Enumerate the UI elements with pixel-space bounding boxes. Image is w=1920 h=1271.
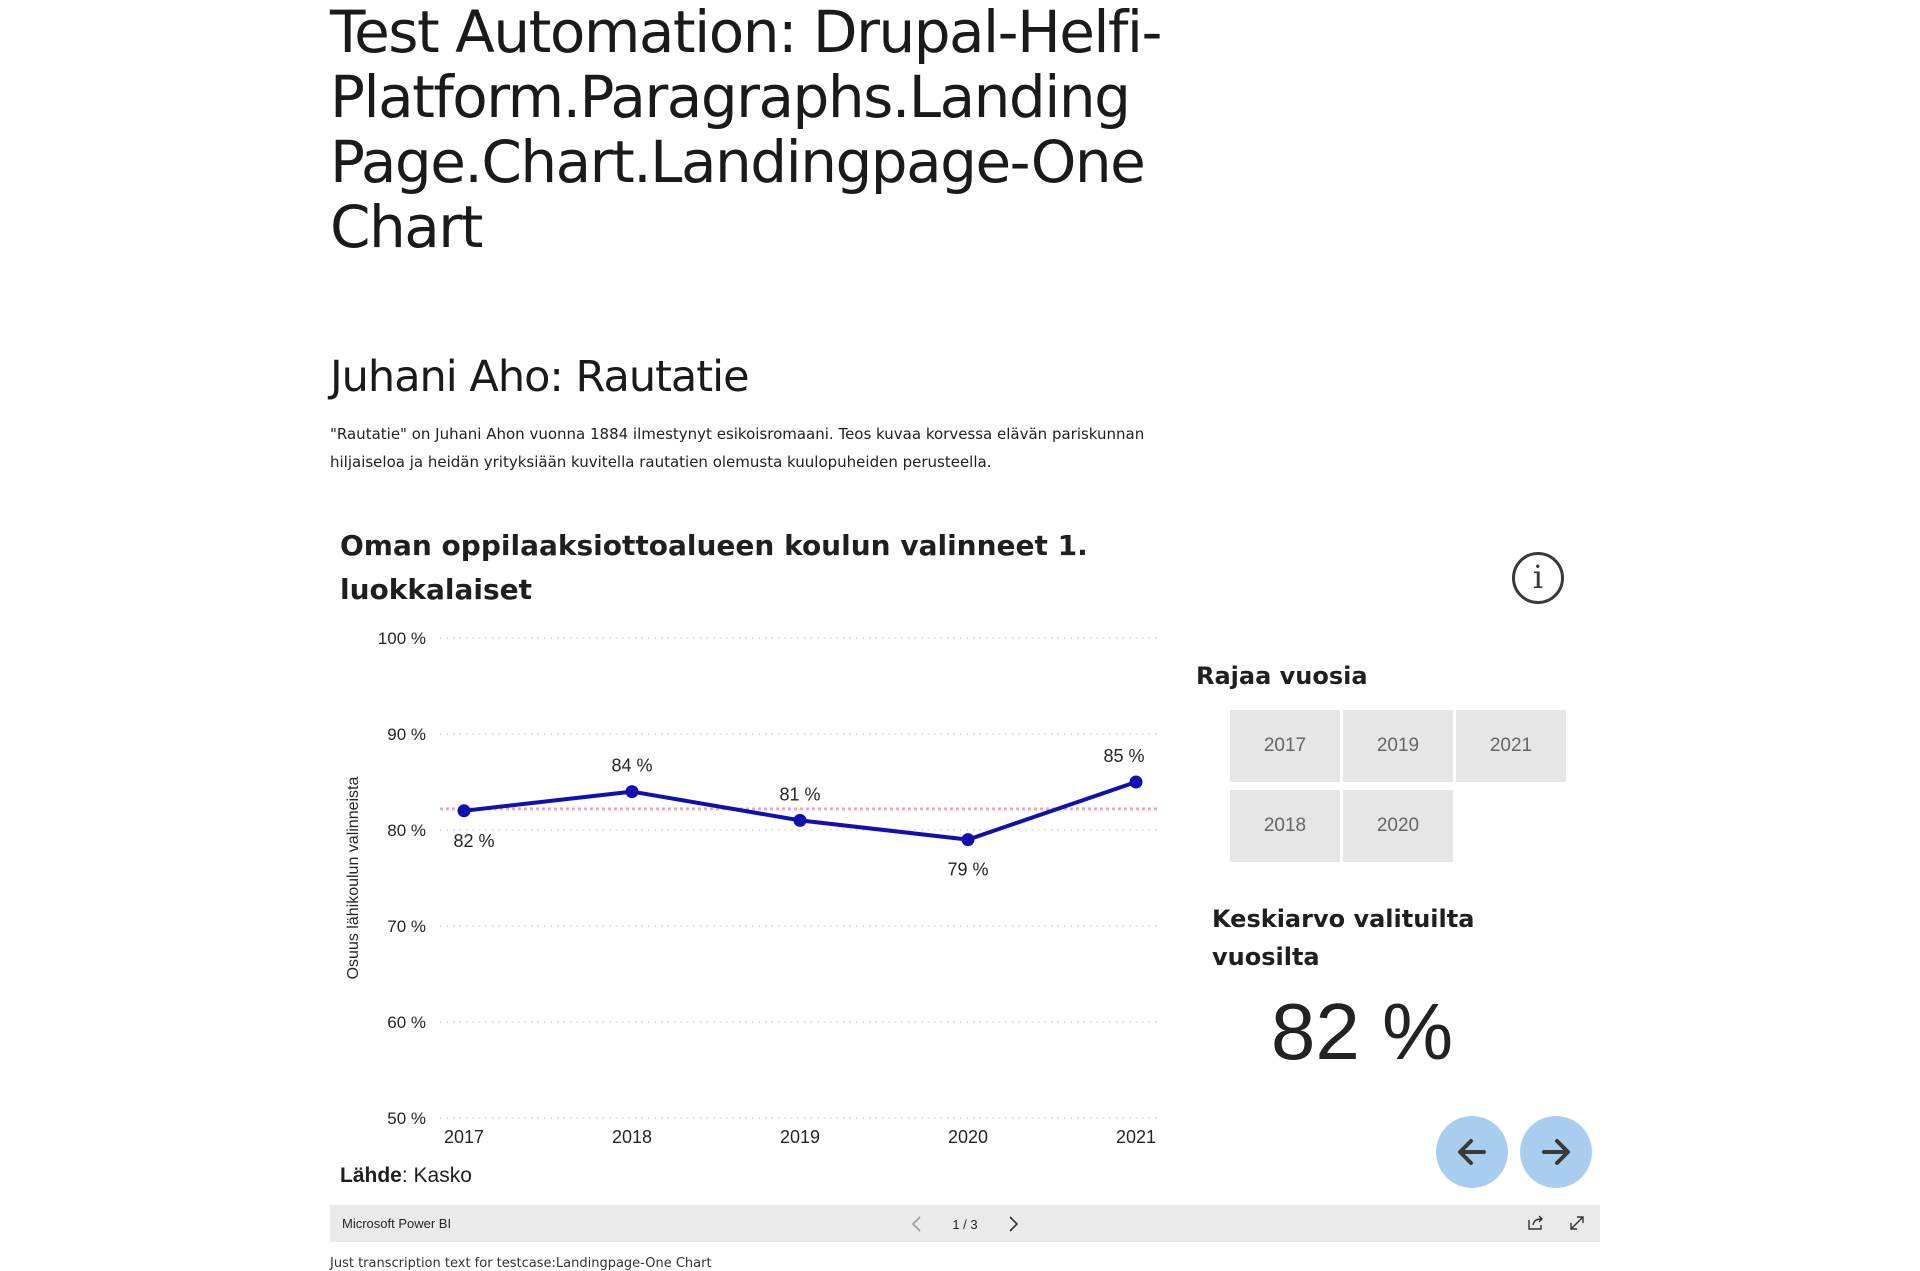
y-tick-label: 60 %: [387, 1013, 426, 1032]
arrow-right-icon: [1542, 1139, 1570, 1165]
y-tick-label: 70 %: [387, 917, 426, 936]
report-title: Oman oppilaaksiottoalueen koulun valinne…: [340, 529, 1088, 606]
line-chart: 100 % 90 % 80 % 70 % 60 % 50 % Osuus lähikoulu…: [345, 629, 1160, 1147]
average-value: 82 %: [1270, 987, 1454, 1076]
y-tick-label: 100 %: [378, 629, 426, 648]
chevron-right-icon[interactable]: [1006, 1215, 1020, 1233]
fullscreen-icon[interactable]: [1568, 1214, 1586, 1232]
average-title: Keskiarvo valituilta vuosilta: [1212, 905, 1475, 971]
data-point: [793, 813, 807, 827]
data-label: 85 %: [1103, 746, 1144, 766]
powerbi-brand[interactable]: Microsoft Power BI: [342, 1216, 452, 1231]
chevron-left-icon[interactable]: [910, 1215, 924, 1233]
year-filter-title: Rajaa vuosia: [1196, 662, 1368, 690]
data-label: 84 %: [611, 756, 652, 776]
data-point: [961, 833, 975, 847]
y-tick-label: 50 %: [387, 1109, 426, 1128]
data-point: [625, 785, 639, 799]
y-tick-label: 80 %: [387, 821, 426, 840]
data-label: 81 %: [779, 784, 820, 804]
page-title: Test Automation: Drupal-Helfi-Platform.P…: [330, 0, 1162, 261]
data-label: 82 %: [453, 831, 494, 851]
source-value: : Kasko: [401, 1164, 472, 1187]
info-icon[interactable]: i: [1512, 552, 1564, 604]
x-tick-label: 2018: [612, 1127, 652, 1147]
source-note: Lähde: Kasko: [340, 1164, 472, 1188]
x-tick-label: 2019: [780, 1127, 820, 1147]
arrow-left-icon: [1458, 1139, 1486, 1165]
year-filter-2019[interactable]: 2019: [1343, 710, 1453, 782]
page-indicator: 1 / 3: [952, 1216, 978, 1232]
powerbi-footer-bar: Microsoft Power BI 1 / 3: [330, 1205, 1600, 1242]
share-icon[interactable]: [1526, 1214, 1546, 1232]
transcription-text: Just transcription text for testcase:Lan…: [330, 1256, 712, 1271]
next-page-button[interactable]: [1520, 1116, 1592, 1188]
year-filter-2018[interactable]: 2018: [1230, 790, 1340, 862]
year-filter-2017[interactable]: 2017: [1230, 710, 1340, 782]
x-tick-label: 2021: [1116, 1127, 1156, 1147]
x-tick-label: 2017: [444, 1127, 484, 1147]
year-filter-2021[interactable]: 2021: [1456, 710, 1566, 782]
powerbi-report: Oman oppilaaksiottoalueen koulun valinne…: [330, 520, 1600, 1242]
previous-page-button[interactable]: [1436, 1116, 1508, 1188]
section-title: Juhani Aho: Rautatie: [330, 352, 750, 402]
data-point: [1129, 775, 1143, 789]
source-label: Lähde: [340, 1164, 402, 1187]
data-point: [457, 804, 471, 818]
year-filter-2020[interactable]: 2020: [1343, 790, 1453, 862]
data-label: 79 %: [947, 860, 988, 880]
page-navigator: 1 / 3: [910, 1213, 1020, 1235]
y-axis-title: Osuus lähikoulun valinneista: [345, 777, 362, 980]
x-tick-label: 2020: [948, 1127, 988, 1147]
y-tick-label: 90 %: [387, 725, 426, 744]
section-description: "Rautatie" on Juhani Ahon vuonna 1884 il…: [330, 425, 1145, 471]
